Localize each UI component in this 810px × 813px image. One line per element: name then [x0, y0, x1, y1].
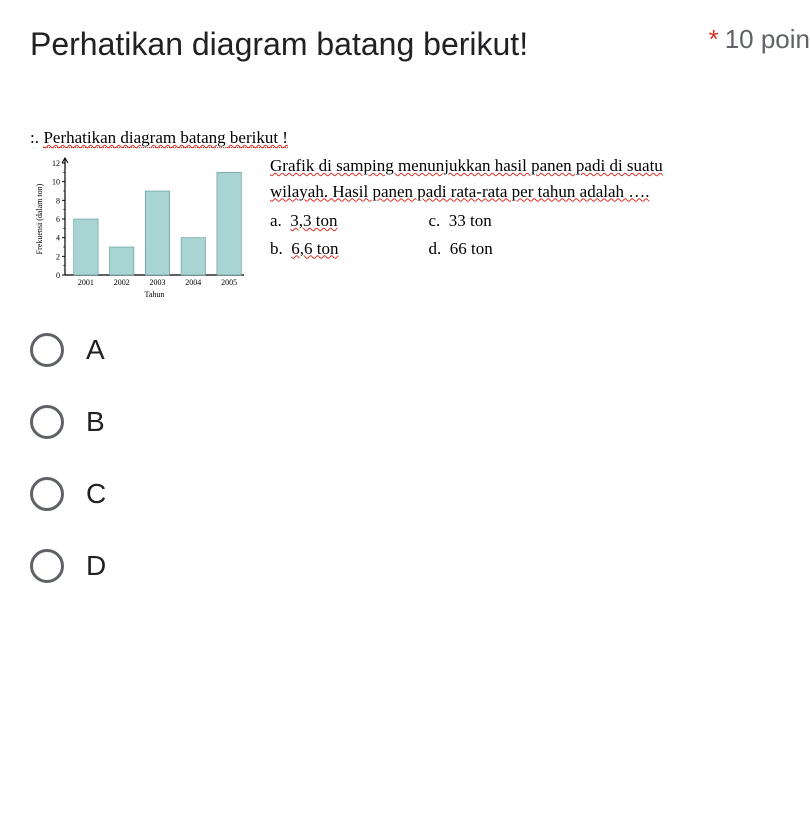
answer-label-d: D: [86, 550, 106, 582]
svg-text:2: 2: [56, 252, 60, 261]
answer-option-c[interactable]: C: [30, 477, 810, 511]
choice-d-text: 66 ton: [450, 239, 493, 258]
choice-a-text: 3,3 ton: [290, 211, 337, 230]
svg-text:10: 10: [52, 178, 60, 187]
answer-label-a: A: [86, 334, 105, 366]
embedded-title: Perhatikan diagram batang berikut !: [43, 128, 288, 148]
answer-option-b[interactable]: B: [30, 405, 810, 439]
svg-text:2002: 2002: [114, 278, 130, 287]
answer-label-b: B: [86, 406, 105, 438]
desc-line-2: wilayah. Hasil panen padi rata-rata per …: [270, 179, 810, 205]
embedded-choice-a: a. 3,3 ton: [270, 208, 338, 234]
svg-text:12: 12: [52, 159, 60, 168]
answer-option-a[interactable]: A: [30, 333, 810, 367]
embedded-options-row: a. 3,3 ton b. 6,6 ton c. 33 ton d. 66 to…: [270, 208, 810, 263]
bar-chart-svg: 2 4 6 8 10 12 0 2001 2002 2003 2004 2005 Tahun Frekue…: [30, 153, 250, 303]
desc-line-1-text: Grafik di samping menunjukkan hasil pane…: [270, 156, 663, 175]
radio-icon: [30, 549, 64, 583]
content-row: 2 4 6 8 10 12 0 2001 2002 2003 2004 2005 Tahun Frekue…: [30, 153, 810, 303]
svg-text:0: 0: [56, 271, 60, 280]
choice-b-letter: b.: [270, 239, 283, 258]
bar-chart: 2 4 6 8 10 12 0 2001 2002 2003 2004 2005 Tahun Frekue…: [30, 153, 250, 303]
svg-text:2001: 2001: [78, 278, 94, 287]
choice-d-letter: d.: [428, 239, 441, 258]
question-title: Perhatikan diagram batang berikut!: [30, 20, 709, 68]
question-text-block: Grafik di samping menunjukkan hasil pane…: [270, 153, 810, 303]
radio-icon: [30, 333, 64, 367]
answer-option-d[interactable]: D: [30, 549, 810, 583]
embedded-options-col-1: a. 3,3 ton b. 6,6 ton: [270, 208, 338, 263]
embedded-subtitle-row: :. Perhatikan diagram batang berikut !: [30, 128, 810, 148]
radio-icon: [30, 405, 64, 439]
desc-line-1: Grafik di samping menunjukkan hasil pane…: [270, 153, 810, 179]
svg-text:2005: 2005: [221, 278, 237, 287]
svg-text:4: 4: [56, 234, 60, 243]
choice-c-letter: c.: [428, 211, 440, 230]
points-label: 10 poin: [725, 24, 810, 55]
choice-a-letter: a.: [270, 211, 282, 230]
question-header: Perhatikan diagram batang berikut! * 10 …: [30, 20, 810, 68]
svg-text:6: 6: [56, 215, 60, 224]
embedded-choice-b: b. 6,6 ton: [270, 236, 338, 262]
svg-text:2004: 2004: [185, 278, 201, 287]
points-wrap: * 10 poin: [709, 24, 810, 55]
choice-c-text: 33 ton: [449, 211, 492, 230]
embedded-choice-c: c. 33 ton: [428, 208, 492, 234]
answer-options: A B C D: [30, 333, 810, 583]
embedded-prefix: :.: [30, 128, 39, 147]
radio-icon: [30, 477, 64, 511]
svg-text:8: 8: [56, 196, 60, 205]
choice-b-text: 6,6 ton: [291, 239, 338, 258]
embedded-choice-d: d. 66 ton: [428, 236, 492, 262]
required-asterisk: *: [709, 24, 719, 55]
svg-text:Tahun: Tahun: [145, 290, 165, 299]
question-image-area: :. Perhatikan diagram batang berikut ! 2…: [30, 128, 810, 303]
answer-label-c: C: [86, 478, 106, 510]
embedded-options-col-2: c. 33 ton d. 66 ton: [428, 208, 492, 263]
svg-text:2003: 2003: [150, 278, 166, 287]
desc-line-2-text: wilayah. Hasil panen padi rata-rata per …: [270, 182, 650, 201]
svg-text:Frekuensi (dalam ton): Frekuensi (dalam ton): [35, 183, 44, 254]
